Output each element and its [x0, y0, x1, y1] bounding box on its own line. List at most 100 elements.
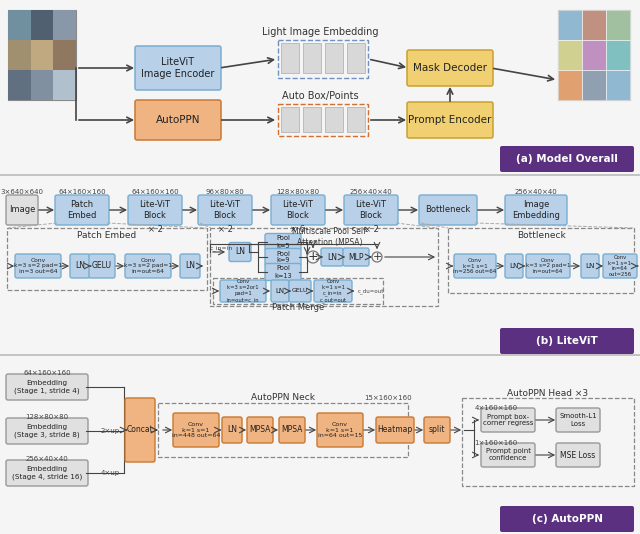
FancyBboxPatch shape: [279, 417, 305, 443]
Text: Pool
k=9: Pool k=9: [276, 250, 290, 263]
FancyBboxPatch shape: [135, 100, 221, 140]
Bar: [325, 107, 343, 132]
Text: LiteViT
Image Encoder: LiteViT Image Encoder: [141, 57, 214, 79]
Text: Prompt box-
corner regress: Prompt box- corner regress: [483, 413, 533, 427]
Text: +: +: [372, 252, 381, 262]
FancyBboxPatch shape: [271, 280, 289, 302]
Text: 256×40×40: 256×40×40: [26, 456, 68, 462]
Text: Pool
k=5: Pool k=5: [276, 235, 290, 248]
Text: GELU: GELU: [92, 262, 112, 271]
Text: Conv
k=1 s=1
in=448 out=64: Conv k=1 s=1 in=448 out=64: [172, 422, 220, 438]
Bar: [558, 70, 582, 100]
Text: Conv
k=1 s=1
in=64
out=256: Conv k=1 s=1 in=64 out=256: [609, 255, 632, 277]
Text: 15×160×160: 15×160×160: [364, 395, 412, 401]
FancyBboxPatch shape: [135, 46, 221, 90]
Bar: [213, 278, 383, 304]
Bar: [582, 10, 606, 40]
Text: Prompt Encoder: Prompt Encoder: [408, 115, 492, 125]
Text: LN: LN: [509, 263, 519, 269]
Text: Image: Image: [9, 206, 35, 215]
FancyBboxPatch shape: [55, 195, 109, 225]
Bar: [281, 43, 299, 73]
Text: Conv
k=1 s=1
in=64 out=15: Conv k=1 s=1 in=64 out=15: [318, 422, 362, 438]
Text: Conv
k=3 s=2 pad=1
in=3 out=64: Conv k=3 s=2 pad=1 in=3 out=64: [14, 258, 62, 274]
Text: 256×40×40: 256×40×40: [349, 189, 392, 195]
Bar: [8, 10, 31, 40]
Bar: [278, 104, 368, 136]
FancyBboxPatch shape: [265, 233, 301, 250]
FancyBboxPatch shape: [526, 254, 570, 278]
FancyBboxPatch shape: [407, 50, 493, 86]
FancyBboxPatch shape: [271, 195, 325, 225]
FancyBboxPatch shape: [603, 254, 637, 278]
FancyBboxPatch shape: [317, 413, 363, 447]
FancyBboxPatch shape: [247, 417, 273, 443]
Text: Heatmap: Heatmap: [378, 426, 413, 435]
Text: 4×up: 4×up: [100, 470, 120, 476]
Text: 128×80×80: 128×80×80: [276, 189, 319, 195]
Bar: [582, 40, 606, 70]
Bar: [558, 40, 582, 70]
Bar: [347, 43, 365, 73]
FancyBboxPatch shape: [481, 443, 535, 467]
Text: LN: LN: [275, 288, 285, 294]
Text: MPSA: MPSA: [282, 426, 303, 435]
FancyBboxPatch shape: [220, 280, 266, 302]
FancyBboxPatch shape: [173, 413, 219, 447]
Text: Smooth-L1
Loss: Smooth-L1 Loss: [559, 413, 597, 427]
Text: Bottleneck: Bottleneck: [516, 232, 565, 240]
Bar: [303, 43, 321, 73]
FancyBboxPatch shape: [265, 248, 301, 265]
Text: Pool
k=13: Pool k=13: [274, 265, 292, 279]
FancyBboxPatch shape: [15, 254, 61, 278]
Text: MLP: MLP: [348, 253, 364, 262]
Text: LN: LN: [235, 247, 245, 256]
Text: Prompt point
confidence: Prompt point confidence: [486, 449, 531, 461]
FancyBboxPatch shape: [314, 280, 352, 302]
Bar: [558, 10, 582, 40]
Bar: [53, 10, 76, 40]
FancyBboxPatch shape: [289, 280, 311, 302]
FancyBboxPatch shape: [198, 195, 252, 225]
Text: Light Image Embedding: Light Image Embedding: [262, 27, 378, 37]
Bar: [31, 70, 53, 100]
Text: × 2: × 2: [218, 224, 232, 233]
Bar: [8, 70, 31, 100]
Text: +: +: [308, 250, 318, 263]
FancyBboxPatch shape: [481, 408, 535, 432]
FancyBboxPatch shape: [556, 443, 600, 467]
Text: AutoPPN Head ×3: AutoPPN Head ×3: [508, 389, 589, 397]
Text: GELU: GELU: [292, 288, 308, 294]
Bar: [31, 10, 53, 40]
Text: 64×160×160: 64×160×160: [58, 189, 106, 195]
FancyBboxPatch shape: [265, 263, 301, 280]
Bar: [606, 10, 630, 40]
FancyBboxPatch shape: [500, 328, 634, 354]
Text: Mask Decoder: Mask Decoder: [413, 63, 487, 73]
Text: (a) Model Overall: (a) Model Overall: [516, 154, 618, 164]
Text: 64×160×160: 64×160×160: [23, 370, 71, 376]
Bar: [53, 70, 76, 100]
Text: c_in=in: c_in=in: [209, 245, 233, 251]
Bar: [582, 70, 606, 100]
Bar: [325, 43, 343, 73]
Text: Multiscale Pool Self-
Attention (MPSA): Multiscale Pool Self- Attention (MPSA): [292, 227, 368, 247]
FancyBboxPatch shape: [407, 102, 493, 138]
Bar: [8, 40, 31, 70]
Text: × 6: × 6: [291, 224, 305, 233]
FancyBboxPatch shape: [222, 417, 242, 443]
Text: Conv
k=3 s=2or1
pad=1
in=out=c_in: Conv k=3 s=2or1 pad=1 in=out=c_in: [227, 279, 259, 303]
Text: Embedding
(Stage 1, stride 4): Embedding (Stage 1, stride 4): [14, 380, 80, 394]
Text: 64×160×160: 64×160×160: [131, 189, 179, 195]
Bar: [8, 10, 76, 100]
Text: Patch Embed: Patch Embed: [77, 232, 136, 240]
Text: 96×80×80: 96×80×80: [205, 189, 244, 195]
FancyBboxPatch shape: [6, 374, 88, 400]
FancyBboxPatch shape: [6, 195, 38, 225]
Text: 1×160×160: 1×160×160: [474, 440, 518, 446]
Text: Patch Merge: Patch Merge: [272, 302, 324, 311]
FancyBboxPatch shape: [556, 408, 600, 432]
Bar: [31, 40, 53, 70]
Text: × 2: × 2: [364, 224, 378, 233]
FancyBboxPatch shape: [70, 254, 90, 278]
